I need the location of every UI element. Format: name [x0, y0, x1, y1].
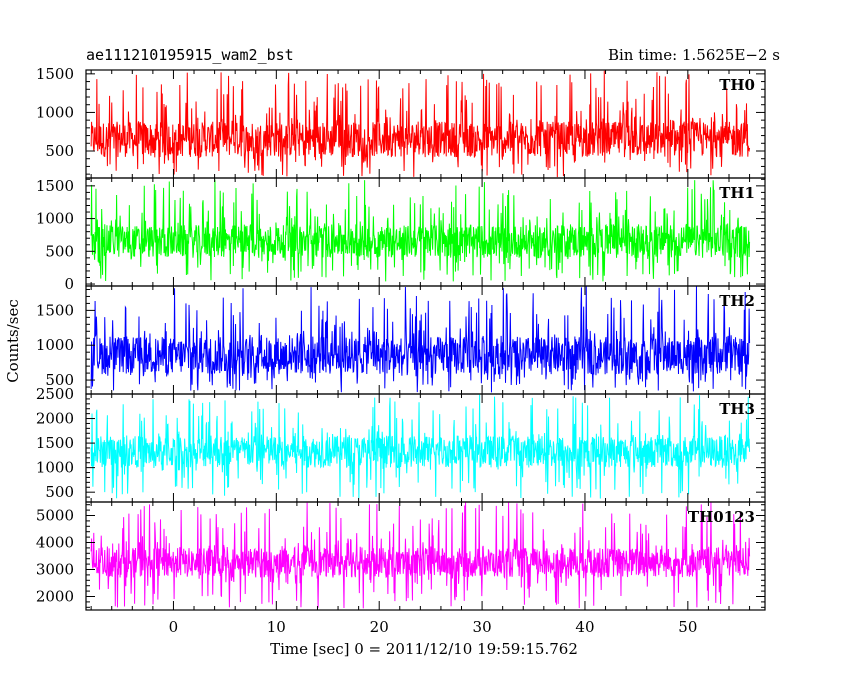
x-tick-label: 20 [370, 618, 389, 636]
panel-label: TH0123 [688, 508, 755, 526]
panel-th3: 500 1000 1500 2000 2500 TH3 [36, 385, 766, 503]
x-tick-label: 40 [575, 618, 594, 636]
y-axis-label: Counts/sec [4, 299, 22, 383]
x-tick-label: 50 [678, 618, 697, 636]
y-tick-label: 0 [64, 275, 74, 293]
y-tick-label: 1500 [36, 434, 74, 452]
y-tick-label: 5000 [36, 507, 74, 525]
panel-th1: 0 500 1000 1500 TH1 [36, 177, 766, 293]
series-line-th0123 [90, 502, 751, 609]
panel-frame [85, 501, 766, 611]
y-tick-label: 1000 [36, 103, 74, 121]
y-tick-label: 500 [45, 142, 74, 160]
y-tick-label: 1500 [36, 177, 74, 195]
panel-label: TH0 [719, 76, 755, 94]
y-tick-label: 1500 [36, 301, 74, 319]
y-tick-label: 1000 [36, 210, 74, 228]
y-tick-label: 500 [45, 483, 74, 501]
panel-th0123: 2000 3000 4000 5000 TH0123 [36, 501, 766, 611]
panel-th2: 500 1000 1500 TH2 [36, 285, 766, 395]
y-tick-label: 2000 [36, 410, 74, 428]
y-tick-label: 4000 [36, 534, 74, 552]
panel-label: TH1 [719, 184, 755, 202]
y-tick-label: 3000 [36, 561, 74, 579]
y-tick-label: 500 [45, 371, 74, 389]
series-line-th0 [90, 70, 751, 178]
y-tick-label: 1000 [36, 459, 74, 477]
y-tick-label: 1500 [36, 65, 74, 83]
panel-label: TH2 [719, 292, 755, 310]
x-tick-label: 10 [267, 618, 286, 636]
panel-label: TH3 [719, 400, 755, 418]
x-tick-label: 30 [473, 618, 492, 636]
y-tick-label: 2500 [36, 385, 74, 403]
series-line-th1 [90, 179, 751, 282]
panel-th0: 500 1000 1500 TH0 [36, 65, 766, 179]
y-tick-label: 500 [45, 242, 74, 260]
bin-time-label: Bin time: 1.5625E−2 s [608, 46, 780, 64]
series-line-th2 [90, 286, 751, 393]
series-line-th3 [90, 394, 751, 499]
y-tick-label: 2000 [36, 588, 74, 606]
x-axis-label: Time [sec] 0 = 2011/12/10 19:59:15.762 [270, 640, 578, 658]
y-tick-label: 1000 [36, 336, 74, 354]
x-tick-label: 0 [169, 618, 179, 636]
plot-title: ae111210195915_wam2_bst [86, 46, 294, 64]
